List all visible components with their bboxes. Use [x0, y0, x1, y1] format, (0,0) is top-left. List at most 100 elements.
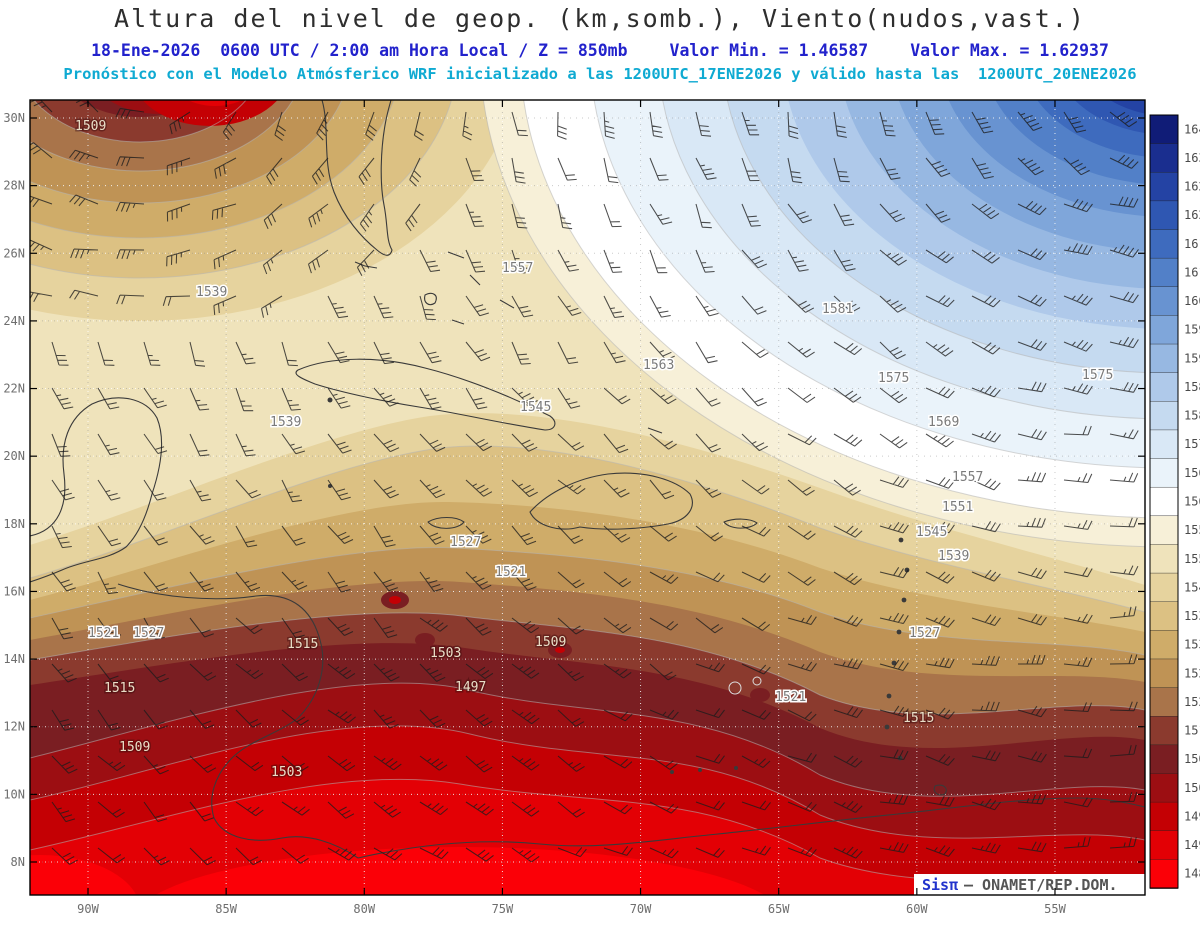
contour-label: 1509 [535, 635, 566, 650]
contour-label: 1551 [942, 500, 973, 515]
watermark-org: – ONAMET/REP.DOM. [964, 876, 1118, 894]
contour-label: 1509 [75, 119, 106, 134]
colorbar-box [1149, 200, 1179, 231]
lat-axis-label: 12N [3, 720, 25, 734]
colorbar-box [1149, 859, 1179, 889]
contour-label-layer: 1509 1539 1557 1581 1563 1575 1575 1569 1545 1539… [74, 118, 1115, 782]
colorbar-box [1149, 172, 1179, 202]
colorbar-box [1149, 687, 1179, 718]
colorbar-label: 1527 [1184, 666, 1200, 680]
colorbar-label: 1569 [1184, 466, 1200, 480]
contour-label: 1503 [271, 765, 302, 780]
lat-axis-label: 14N [3, 652, 25, 666]
colorbar-label: 1629 [1184, 180, 1200, 194]
contour-label: 1521 [495, 565, 526, 580]
colorbar-label: 1563 [1184, 495, 1200, 509]
colorbar-label: 1641 [1184, 122, 1200, 136]
colorbar-box [1149, 486, 1179, 517]
colorbar-label: 1497 [1184, 809, 1200, 823]
lon-axis-label: 90W [77, 902, 99, 916]
latlon-grid [30, 100, 1145, 895]
lon-axis-label: 70W [630, 902, 652, 916]
watermark-brand: Sisπ [922, 876, 958, 894]
wind-barb-layer [30, 100, 1139, 866]
contour-line-layer [30, 100, 1145, 887]
colorbar-box [1149, 744, 1179, 775]
colorbar-label: 1611 [1184, 265, 1200, 279]
colorbar-label: 1551 [1184, 552, 1200, 566]
contour-label: 1557 [952, 470, 983, 485]
colorbar-label: 1581 [1184, 409, 1200, 423]
value-min-label: Valor Min. = 1.46587 [669, 41, 869, 60]
colorbar-label: 1491 [1184, 838, 1200, 852]
lat-axis-label: 16N [3, 584, 25, 598]
contour-label: 1575 [878, 371, 909, 386]
contour-label: 1581 [822, 302, 853, 317]
contour-label: 1527 [909, 626, 940, 641]
contour-label: 1527 [450, 535, 481, 550]
value-max-label: Valor Max. = 1.62937 [910, 41, 1109, 60]
colorbar-box [1149, 773, 1179, 803]
colorbar-label: 1503 [1184, 781, 1200, 795]
colorbar-box [1149, 143, 1179, 174]
axis-layer: 30N 28N 26N 24N 22N 20N 18N 16N 14N 12N 10N 8N 90W 85… [3, 100, 1145, 916]
colorbar-label: 1605 [1184, 294, 1200, 308]
lon-axis-label: 55W [1044, 902, 1066, 916]
colorbar-label: 1599 [1184, 323, 1200, 337]
contour-label: 1575 [1082, 368, 1113, 383]
colorbar-box [1149, 601, 1179, 632]
lon-axis-label: 60W [906, 902, 928, 916]
colorbar-label: 1533 [1184, 638, 1200, 652]
contour-label: 1545 [520, 400, 551, 415]
lat-axis-label: 8N [11, 855, 25, 869]
map-frame [29, 99, 1146, 896]
contour-label: 1539 [196, 285, 227, 300]
colorbar-label: 1557 [1184, 523, 1200, 537]
forecast-note: Pronóstico con el Modelo Atmósferico WRF… [63, 65, 1137, 83]
page-title: Altura del nivel de geop. (km,somb.), Vi… [114, 4, 1086, 33]
colorbar: 1641 1635 1629 1623 1617 1611 1605 1599 1593 1587… [1149, 114, 1200, 889]
contour-label: 1515 [104, 681, 135, 696]
colorbar-box [1149, 801, 1179, 832]
contour-label: 1539 [270, 415, 301, 430]
colorbar-frame [1149, 114, 1179, 889]
contour-label: 1563 [643, 358, 674, 373]
colorbar-box [1149, 372, 1179, 403]
watermark: Sisπ – ONAMET/REP.DOM. [914, 874, 1145, 895]
valid-time-line: 18-Ene-2026 0600 UTC / 2:00 am Hora Loca… [0, 41, 1200, 60]
colorbar-label: 1623 [1184, 208, 1200, 222]
colorbar-box [1149, 315, 1179, 345]
colorbar-box [1149, 429, 1179, 460]
colorbar-box [1149, 544, 1179, 574]
lon-axis-label: 65W [768, 902, 790, 916]
colorbar-box [1149, 830, 1179, 861]
contour-label: 1521 [775, 690, 806, 705]
lat-axis-label: 20N [3, 449, 25, 463]
lat-axis-label: 24N [3, 314, 25, 328]
colorbar-box [1149, 572, 1179, 603]
colorbar-label: 1635 [1184, 151, 1200, 165]
colorbar-box [1149, 229, 1179, 259]
colorbar-box [1149, 515, 1179, 546]
contour-label: 1557 [502, 261, 533, 276]
colorbar-label: 1575 [1184, 437, 1200, 451]
contour-label: 1497 [455, 680, 486, 695]
contour-label: 1569 [928, 415, 959, 430]
colorbar-box [1149, 286, 1179, 317]
colorbar-box [1149, 630, 1179, 660]
colorbar-label: 1515 [1184, 724, 1200, 738]
lat-axis-label: 30N [3, 111, 25, 125]
colorbar-label: 1539 [1184, 609, 1200, 623]
colorbar-label: 1521 [1184, 695, 1200, 709]
colorbar-box [1149, 716, 1179, 746]
lat-axis-label: 22N [3, 382, 25, 396]
colorbar-label: 1545 [1184, 580, 1200, 594]
colorbar-box [1149, 343, 1179, 374]
colorbar-label: 1587 [1184, 380, 1200, 394]
lon-axis-label: 85W [215, 902, 237, 916]
contour-label: 1515 [903, 711, 934, 726]
coastline-layer [30, 100, 1145, 859]
lon-axis-label: 75W [492, 902, 514, 916]
